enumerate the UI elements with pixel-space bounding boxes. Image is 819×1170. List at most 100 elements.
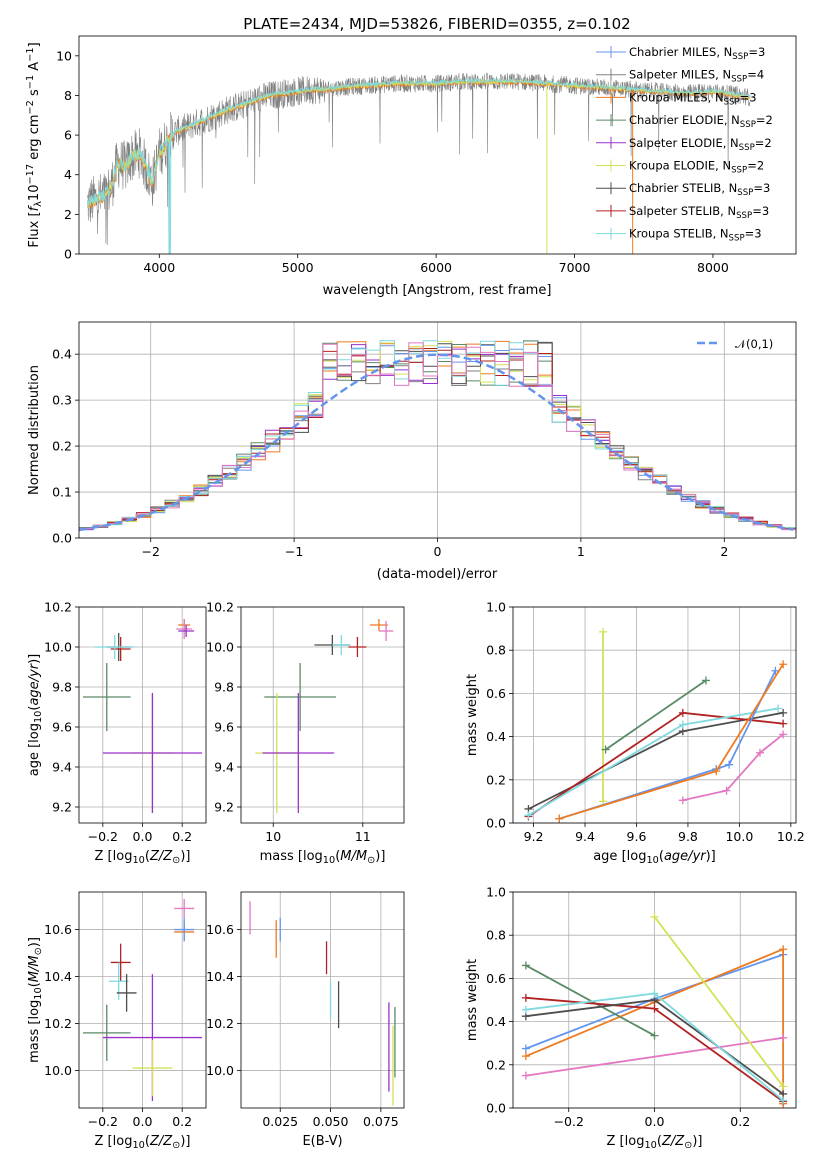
y-tick-label: 9.4 [214, 760, 234, 775]
y-tick-label: 10.2 [206, 1016, 234, 1031]
y-tick-label: 0.6 [486, 971, 506, 986]
legend-label: 𝒩(0,1) [735, 337, 773, 351]
spectrum-model-line [86, 77, 751, 254]
legend-label: Salpeter MILES, NSSP=4 [629, 68, 764, 85]
point-marker [773, 704, 782, 713]
legend-label: Kroupa MILES, NSSP=3 [629, 90, 757, 107]
x-tick-label: 10 [265, 829, 281, 844]
legend-label: Chabrier ELODIE, NSSP=2 [629, 113, 773, 130]
point-marker [779, 1096, 788, 1105]
legend-label: Salpeter ELODIE, NSSP=2 [629, 136, 772, 153]
x-tick-label: −0.2 [554, 1114, 584, 1129]
mass-weight-line [653, 916, 784, 1087]
x-axis-label: Z [log10(Z/Z⊙)] [95, 1134, 191, 1151]
plot-area [86, 72, 751, 254]
x-tick-label: 0.2 [730, 1114, 750, 1129]
plot-area [249, 901, 396, 1106]
y-tick-label: 0 [64, 247, 72, 262]
point-marker [779, 1082, 788, 1091]
legend-label: Kroupa STELIB, NSSP=3 [629, 227, 762, 244]
point-marker [524, 811, 533, 820]
y-axis-label: mass weight [465, 674, 480, 756]
x-axis-label: age [log10(age/yr)] [593, 849, 716, 866]
point-marker [722, 786, 731, 795]
x-tick-label: 0.0 [133, 1114, 153, 1129]
x-tick-label: −2 [141, 544, 159, 559]
normal-curve [79, 353, 794, 532]
y-tick-label: 10.2 [206, 600, 234, 615]
x-axis-label: (data-model)/error [377, 567, 498, 582]
y-tick-label: 10.0 [44, 1063, 72, 1078]
y-tick-label: 9.8 [52, 680, 72, 695]
y-tick-label: 0.3 [52, 393, 72, 408]
point-marker [555, 814, 564, 823]
y-tick-label: 0.4 [486, 1014, 506, 1029]
mass-weight-line [527, 711, 784, 818]
point-marker [755, 748, 764, 757]
mass-weight-line [559, 663, 784, 820]
point-marker [650, 1004, 659, 1013]
legend-label: Kroupa ELODIE, NSSP=2 [629, 159, 764, 176]
point-marker [521, 993, 530, 1002]
mass-weight-line [559, 670, 777, 820]
point-marker [779, 730, 788, 739]
x-tick-label: 5000 [282, 260, 314, 275]
point-marker [779, 719, 788, 728]
point-marker [521, 1044, 530, 1053]
x-tick-label: 0.0 [645, 1114, 665, 1129]
legend-label: Chabrier STELIB, NSSP=3 [629, 181, 770, 198]
y-tick-label: 0.2 [486, 772, 506, 787]
plot-area [82, 899, 203, 1101]
point-marker [601, 745, 610, 754]
y-tick-label: 8 [64, 88, 72, 103]
y-tick-label: 9.6 [52, 720, 72, 735]
y-tick-label: 0.0 [52, 531, 72, 546]
point-marker [678, 796, 687, 805]
y-tick-label: 0.0 [486, 1101, 506, 1116]
y-tick-label: 10.2 [44, 1016, 72, 1031]
point-marker [712, 767, 721, 776]
y-tick-label: 0.6 [486, 686, 506, 701]
x-tick-label: 0 [434, 544, 442, 559]
plot-area [524, 627, 788, 823]
y-tick-label: 10.6 [206, 922, 234, 937]
y-tick-label: 10.2 [44, 600, 72, 615]
y-tick-label: 2 [64, 207, 72, 222]
mass-weight-line [527, 707, 779, 817]
mass-weight-line [525, 1036, 784, 1077]
x-axis-label: mass [log10(M/M⊙)] [260, 849, 386, 866]
x-tick-label: 6000 [420, 260, 452, 275]
point-marker [779, 1033, 788, 1042]
x-tick-label: 11 [355, 829, 371, 844]
x-tick-label: 0.0 [133, 829, 153, 844]
y-tick-label: 0.8 [486, 928, 506, 943]
axes-frame [240, 606, 405, 824]
x-tick-label: −1 [285, 544, 303, 559]
x-axis-label: Z [log10(Z/Z⊙)] [95, 849, 191, 866]
point-marker [521, 1005, 530, 1014]
y-tick-label: 1.0 [486, 600, 506, 615]
legend-label: Salpeter STELIB, NSSP=3 [629, 204, 769, 221]
y-tick-label: 9.2 [52, 800, 72, 815]
x-tick-label: 9.8 [678, 829, 698, 844]
y-axis-label: mass weight [465, 959, 480, 1041]
x-tick-label: 8000 [697, 260, 729, 275]
x-tick-label: 9.2 [524, 829, 544, 844]
axes-frame [512, 606, 797, 824]
y-axis-label: mass [log10(M/M⊙)] [27, 937, 44, 1063]
y-tick-label: 10.0 [206, 640, 234, 655]
x-axis-label: E(B-V) [302, 1134, 342, 1149]
x-tick-label: 0.075 [363, 1114, 399, 1129]
y-axis-label: Flux [fλ10−17 erg cm−2 s−1 A−1] [25, 42, 44, 247]
x-tick-label: 10.2 [777, 829, 805, 844]
plot-area [521, 912, 788, 1108]
chart-title: PLATE=2434, MJD=53826, FIBERID=0355, z=0… [243, 15, 630, 33]
y-tick-label: 0.4 [486, 729, 506, 744]
y-tick-label: 10.0 [206, 1063, 234, 1078]
y-tick-label: 0.1 [52, 485, 72, 500]
mass-weight-line [525, 947, 784, 1104]
x-tick-label: 2 [720, 544, 728, 559]
mass-weight-line [605, 679, 707, 751]
legend-label: Chabrier MILES, NSSP=3 [629, 45, 765, 62]
point-marker [521, 1052, 530, 1061]
